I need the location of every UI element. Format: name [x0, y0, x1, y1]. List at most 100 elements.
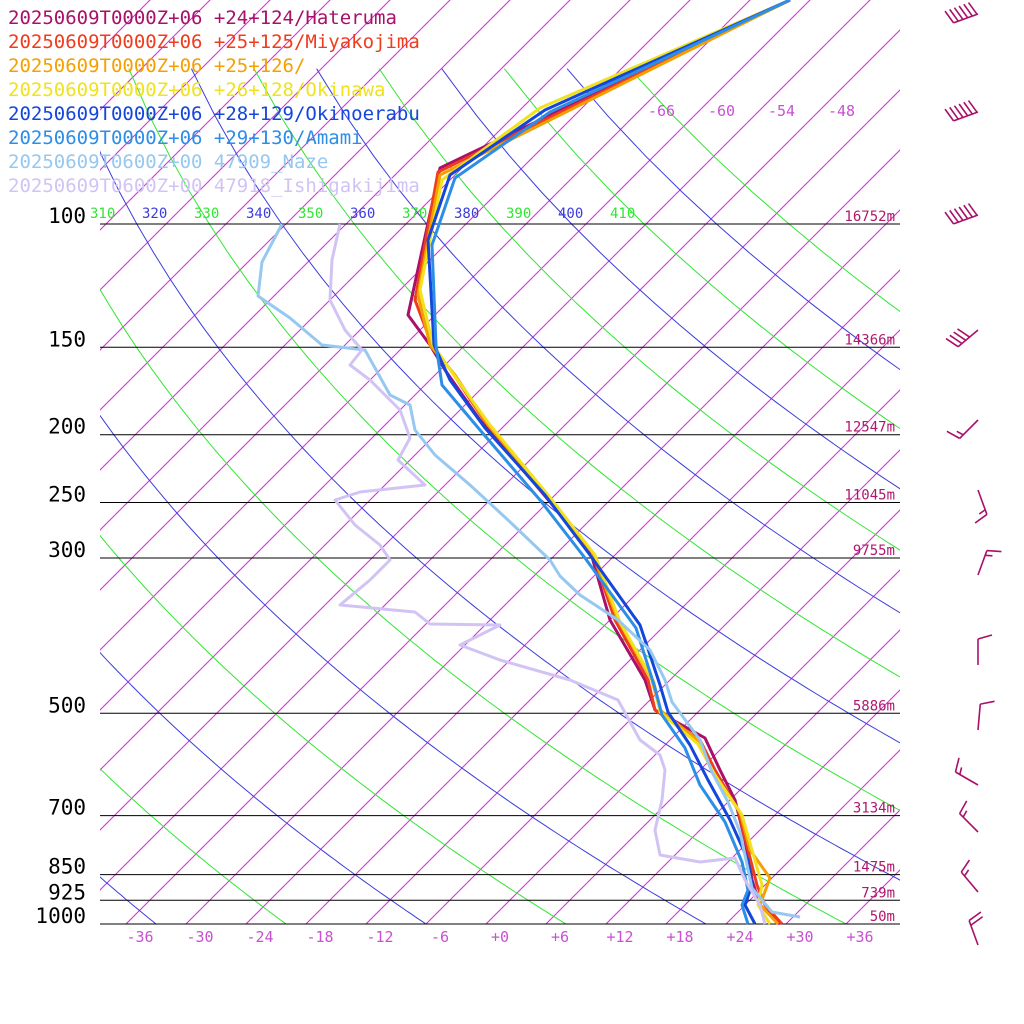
temperature-tick: +30 [786, 928, 813, 946]
temperature-tick: +36 [846, 928, 873, 946]
dry-adiabat-line [441, 68, 900, 490]
legend: 20250609T0000Z+06 +24+124/Hateruma202506… [8, 7, 420, 197]
dry-adiabat-line [316, 68, 900, 614]
wind-barb [945, 328, 979, 348]
pressure-label: 1000 [35, 904, 86, 928]
dry-adiabat-line [100, 651, 427, 924]
temperature-tick: +12 [606, 928, 633, 946]
legend-entry: 20250609T0000Z+06 +25+126/ [8, 55, 305, 77]
legend-entry: 20250609T0000Z+06 +28+129/Okinoerabu [8, 103, 420, 125]
wind-barb [968, 911, 984, 946]
sounding-line [256, 223, 801, 919]
isotherm-line [605, 629, 900, 924]
isotherm-line [100, 0, 391, 291]
height-label: 11045m [844, 488, 895, 504]
temperature-tick: +0 [491, 928, 509, 946]
isotherm-line [100, 0, 811, 711]
isotherm-line [305, 329, 900, 924]
isotherm-line [785, 809, 900, 924]
sounding-line [418, 0, 791, 925]
wind-barbs [944, 2, 1002, 946]
isotherm-line [100, 0, 751, 651]
wind-barb [944, 100, 979, 122]
pressure-label: 200 [48, 415, 86, 439]
theta-label: 320 [142, 206, 167, 222]
height-labels: 16752m 14366m 12547m 11045m 9755m 5886m 3134m 1… [844, 209, 895, 925]
theta-labels: 310 320 330 340 350 360 370 380 390 400 410 [90, 206, 635, 222]
wind-barb [977, 549, 1002, 576]
legend-entry: 20250609T0000Z+06 +25+125/Miyakojima [8, 31, 420, 53]
temperature-tick: -24 [246, 928, 273, 946]
isotherm-line [100, 0, 511, 411]
isotherm-line [725, 749, 900, 924]
theta-label: 350 [298, 206, 323, 222]
theta-label: 340 [246, 206, 271, 222]
isotherm-line [425, 449, 900, 924]
isotherm-line [545, 569, 900, 924]
theta-label: 330 [194, 206, 219, 222]
dry-adiabat-line [100, 150, 900, 881]
wind-barb [946, 419, 979, 440]
isotherm-line [125, 149, 900, 924]
isotherm-line [185, 209, 900, 924]
height-label: 5886m [853, 698, 895, 714]
theta-label: 310 [90, 206, 115, 222]
theta-label: 410 [610, 206, 635, 222]
isotherm-line [100, 0, 571, 471]
temperature-tick: +18 [666, 928, 693, 946]
height-label: 16752m [844, 209, 895, 225]
legend-entry: 20250609T0000Z+06 +26+128/Okinawa [8, 79, 386, 101]
wind-barb [944, 203, 979, 225]
theta-label: 400 [558, 206, 583, 222]
isotherm-line [966, 0, 1024, 924]
dry-adiabat-line [190, 68, 900, 744]
pressure-label: 850 [48, 855, 86, 879]
isotherm-label: -48 [828, 102, 855, 120]
sounding-line [426, 0, 791, 925]
dry-adiabat-line [378, 68, 900, 551]
isotherm-labels: -66 -60 -54 -48 [648, 102, 855, 120]
isotherm-line [100, 29, 900, 831]
isotherm-line [100, 0, 331, 231]
isotherm-line [906, 0, 1024, 924]
height-label: 14366m [844, 332, 895, 348]
temperature-tick: +6 [551, 928, 569, 946]
pressure-label: 250 [48, 483, 86, 507]
height-label: 1475m [853, 860, 895, 876]
isotherm-line [485, 509, 900, 924]
isotherm-line [100, 0, 271, 171]
sounding-line [413, 0, 791, 926]
height-label: 3134m [853, 801, 895, 817]
dry-adiabat-line [566, 68, 900, 371]
theta-label: 390 [506, 206, 531, 222]
pressure-label: 925 [48, 880, 86, 904]
temperature-tick: -30 [186, 928, 213, 946]
legend-entry: 20250609T0000Z+06 +29+130/Amami [8, 127, 363, 149]
wind-barb [974, 489, 988, 524]
dry-adiabat-line [629, 68, 900, 312]
temperature-axis: -36 -30 -24 -18 -12 -6 +0 +6 +12 +18 +24 +30 +36 [126, 928, 873, 946]
theta-label: 370 [402, 206, 427, 222]
temperature-tick: -6 [431, 928, 449, 946]
isotherm-line [100, 0, 631, 531]
wind-barb [977, 700, 995, 731]
height-label: 739m [861, 885, 895, 901]
isotherm-line [245, 269, 900, 924]
temperature-tick: -36 [126, 928, 153, 946]
pressure-label: 150 [48, 327, 86, 351]
sounding-series [256, 0, 801, 926]
dry-adiabat-line [504, 68, 900, 430]
sounding-line [416, 0, 791, 926]
dry-adiabat-line [100, 768, 287, 924]
sounding-line [328, 223, 767, 925]
wind-barb [944, 2, 979, 24]
isotherm-line [845, 869, 900, 924]
dry-adiabat-line [253, 68, 900, 678]
height-label: 50m [870, 909, 895, 925]
isotherm-line [365, 389, 900, 924]
pressure-label: 500 [48, 693, 86, 717]
dry-adiabat-line [100, 414, 707, 924]
legend-entry: 20250609T0000Z+06 +24+124/Hateruma [8, 7, 397, 29]
